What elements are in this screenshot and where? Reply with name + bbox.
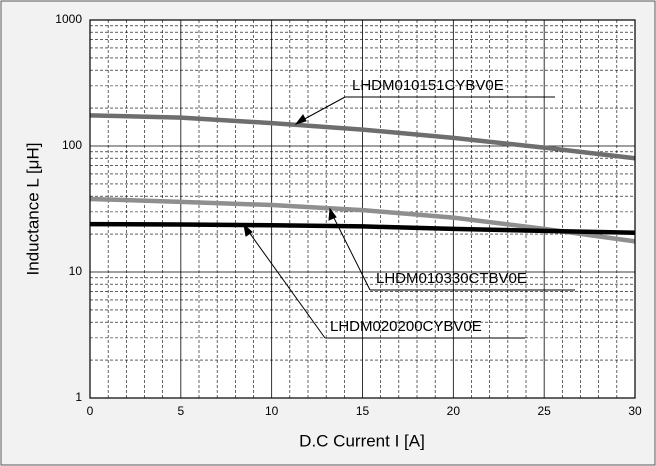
annotation-arrow	[330, 211, 371, 291]
arrowhead	[294, 114, 307, 125]
y-axis-label: Inductance L [μH]	[23, 143, 42, 276]
arrowhead	[328, 207, 337, 221]
y-tick-label: 10	[69, 264, 83, 278]
annotations	[243, 96, 575, 339]
x-tick-label: 5	[177, 404, 184, 418]
series-line	[89, 113, 636, 161]
x-tick-label: 30	[628, 404, 642, 418]
arrowhead	[243, 223, 253, 237]
annotation-arrow	[298, 96, 346, 123]
x-tick-label: 20	[447, 404, 461, 418]
series-label: LHDM010330CTBV0E	[376, 270, 527, 287]
y-tick-label: 1	[75, 390, 82, 404]
plot-border	[89, 19, 636, 399]
series-label: LHDM020200CYBV0E	[330, 318, 482, 335]
series-line	[89, 221, 636, 235]
annotation-arrow	[245, 227, 326, 339]
y-tick-label: 100	[62, 138, 82, 152]
series-label: LHDM010151CYBV0E	[352, 77, 504, 94]
x-tick-label: 25	[537, 404, 551, 418]
x-tick-label: 15	[356, 404, 370, 418]
x-tick-label: 0	[87, 404, 94, 418]
x-axis-label: D.C Current I [A]	[299, 431, 425, 450]
y-tick-label: 1000	[55, 12, 82, 26]
x-tick-label: 10	[265, 404, 279, 418]
lines	[89, 113, 636, 244]
